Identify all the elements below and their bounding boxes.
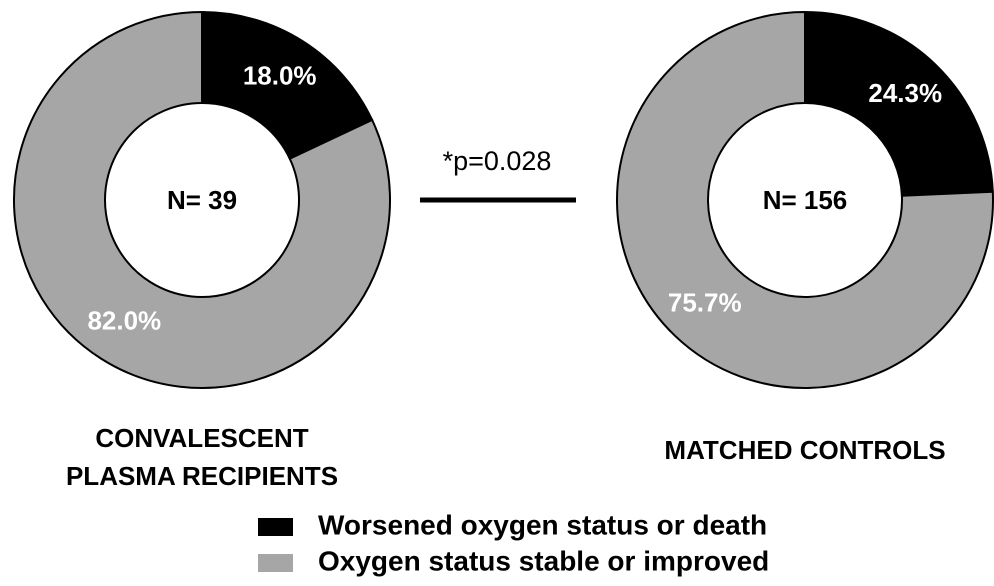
chart-title: MATCHED CONTROLS bbox=[664, 435, 945, 465]
center-label: N= 156 bbox=[763, 185, 848, 215]
legend-label: Oxygen status stable or improved bbox=[318, 545, 769, 576]
value-label: 82.0% bbox=[87, 305, 161, 335]
center-label: N= 39 bbox=[167, 185, 237, 215]
value-label: 75.7% bbox=[668, 288, 742, 318]
chart-title: CONVALESCENT bbox=[95, 423, 308, 453]
donut-segment bbox=[13, 10, 391, 389]
donut-segment bbox=[616, 10, 994, 389]
value-label: 18.0% bbox=[243, 60, 317, 90]
donut-segment bbox=[201, 10, 374, 161]
annotation: *p=0.028 bbox=[443, 146, 552, 176]
legend-label: Worsened oxygen status or death bbox=[318, 509, 767, 540]
legend-swatch bbox=[258, 554, 293, 572]
chart-title: PLASMA RECIPIENTS bbox=[66, 461, 338, 491]
legend-swatch bbox=[258, 518, 293, 536]
donut-segment bbox=[804, 10, 994, 197]
value-label: 24.3% bbox=[868, 78, 942, 108]
